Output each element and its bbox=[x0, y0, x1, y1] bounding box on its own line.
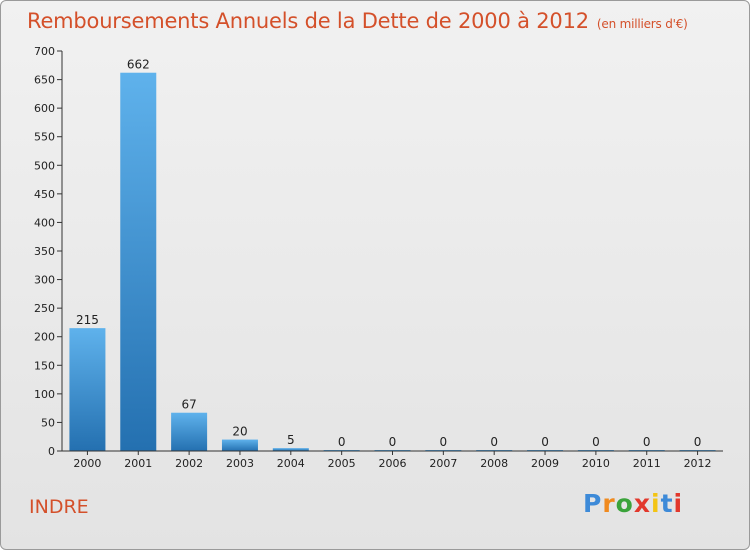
logo-letter: r bbox=[602, 489, 616, 518]
bar bbox=[69, 328, 106, 451]
bar-value-label: 20 bbox=[232, 425, 247, 439]
y-tick-label: 700 bbox=[34, 45, 55, 58]
bar-value-label: 5 bbox=[287, 433, 295, 447]
y-tick-label: 150 bbox=[34, 359, 55, 372]
logo-letter: i bbox=[673, 489, 684, 518]
y-tick-label: 250 bbox=[34, 302, 55, 315]
bar-value-label: 0 bbox=[694, 435, 702, 449]
x-tick-label: 2002 bbox=[175, 457, 203, 470]
y-tick-label: 550 bbox=[34, 131, 55, 144]
y-tick-label: 400 bbox=[34, 216, 55, 229]
bar-value-label: 0 bbox=[389, 435, 397, 449]
chart-subtitle: (en milliers d'€) bbox=[596, 17, 688, 31]
bars: 215 662 67 20 5 0 0 0 0 0 0 0 0 bbox=[69, 58, 716, 451]
bar bbox=[120, 72, 157, 451]
y-tick-label: 50 bbox=[41, 416, 55, 429]
chart-title: Remboursements Annuels de la Dette de 20… bbox=[27, 9, 688, 33]
x-tick-label: 2011 bbox=[633, 457, 661, 470]
y-tick-label: 300 bbox=[34, 274, 55, 287]
x-tick-label: 2006 bbox=[379, 457, 407, 470]
bar-value-label: 215 bbox=[76, 313, 99, 327]
y-tick-label: 100 bbox=[34, 388, 55, 401]
x-tick-label: 2012 bbox=[684, 457, 712, 470]
y-tick-label: 650 bbox=[34, 74, 55, 87]
x-tick-label: 2004 bbox=[277, 457, 305, 470]
y-axis: 0 50 100 150 200 250 300 350 400 450 500 550 600 650 7… bbox=[34, 45, 63, 458]
logo-letter: P bbox=[583, 489, 603, 518]
bar-value-label: 67 bbox=[181, 398, 196, 412]
x-tick-label: 2005 bbox=[328, 457, 356, 470]
x-tick-label: 2009 bbox=[531, 457, 559, 470]
y-tick-label: 500 bbox=[34, 159, 55, 172]
commune-name: INDRE bbox=[29, 496, 89, 518]
logo-letter: t bbox=[660, 489, 674, 518]
bar-value-label: 662 bbox=[127, 58, 150, 72]
bar-value-label: 0 bbox=[338, 435, 346, 449]
y-tick-label: 200 bbox=[34, 331, 55, 344]
y-tick-label: 600 bbox=[34, 102, 55, 115]
y-tick-label: 450 bbox=[34, 188, 55, 201]
bar-value-label: 0 bbox=[490, 435, 498, 449]
y-tick-label: 350 bbox=[34, 245, 55, 258]
bar bbox=[171, 412, 208, 451]
bar bbox=[221, 439, 258, 451]
x-tick-label: 2001 bbox=[124, 457, 152, 470]
x-tick-label: 2010 bbox=[582, 457, 610, 470]
logo-letter: o bbox=[615, 489, 634, 518]
chart-title-text: Remboursements Annuels de la Dette de 20… bbox=[27, 9, 589, 33]
bar-value-label: 0 bbox=[592, 435, 600, 449]
bar-value-label: 0 bbox=[643, 435, 651, 449]
x-tick-label: 2000 bbox=[73, 457, 101, 470]
logo-letter: i bbox=[651, 489, 661, 518]
logo-letter: x bbox=[633, 489, 651, 518]
proxiti-logo: Proxiti bbox=[583, 489, 683, 518]
x-tick-label: 2007 bbox=[429, 457, 457, 470]
x-axis: 2000 2001 2002 2003 2004 2005 2006 2007 2008 2009… bbox=[62, 450, 723, 470]
bar-value-label: 0 bbox=[440, 435, 448, 449]
x-tick-label: 2008 bbox=[480, 457, 508, 470]
bar-value-label: 0 bbox=[541, 435, 549, 449]
y-tick-label: 0 bbox=[48, 445, 55, 458]
bar bbox=[272, 448, 309, 451]
x-tick-label: 2003 bbox=[226, 457, 254, 470]
